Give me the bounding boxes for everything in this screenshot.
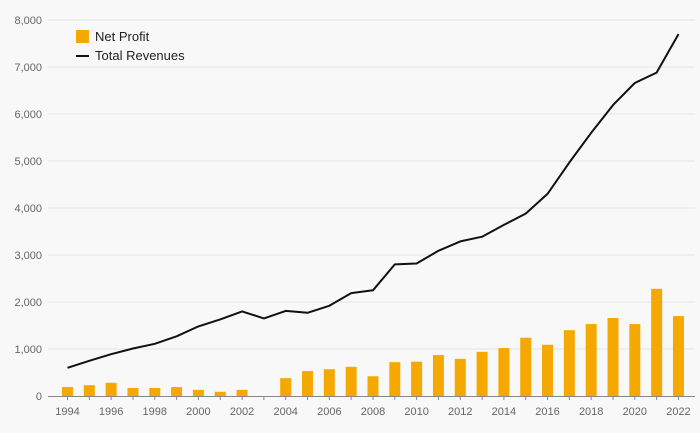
net-profit-bars bbox=[62, 288, 684, 396]
net-profit-bar-2001 bbox=[214, 391, 226, 396]
total-revenues-line bbox=[67, 33, 680, 369]
net-profit-bar-2011 bbox=[432, 355, 444, 396]
x-tick-label: 1994 bbox=[55, 406, 79, 418]
net-profit-bar-2013 bbox=[476, 351, 488, 396]
net-profit-bar-2007 bbox=[345, 366, 357, 396]
x-tick-label: 2000 bbox=[186, 406, 210, 418]
net-profit-bar-2005 bbox=[302, 371, 314, 396]
net-profit-bar-1995 bbox=[83, 385, 95, 396]
net-profit-bar-2022 bbox=[672, 316, 684, 396]
net-profit-bar-2020 bbox=[629, 324, 641, 396]
y-tick-label: 7,000 bbox=[14, 62, 42, 74]
net-profit-bar-1998 bbox=[149, 388, 161, 396]
net-profit-bar-1999 bbox=[171, 387, 183, 396]
x-tick-label: 2002 bbox=[230, 406, 254, 418]
net-profit-bar-1994 bbox=[62, 387, 73, 396]
net-profit-bar-2019 bbox=[607, 317, 619, 396]
x-tick-label: 2008 bbox=[361, 406, 385, 418]
net-profit-bar-2016 bbox=[542, 344, 554, 396]
y-tick-label: 3,000 bbox=[14, 250, 42, 262]
net-profit-bar-2021 bbox=[651, 288, 663, 396]
net-profit-bar-2006 bbox=[323, 369, 335, 396]
x-tick-label: 1996 bbox=[99, 406, 123, 418]
x-tick-label: 2014 bbox=[492, 406, 516, 418]
x-tick-label: 2010 bbox=[404, 406, 428, 418]
y-tick-label: 4,000 bbox=[14, 203, 42, 215]
x-tick-label: 2022 bbox=[666, 406, 690, 418]
x-tick-label: 2006 bbox=[317, 406, 341, 418]
y-tick-label: 8,000 bbox=[14, 15, 42, 27]
y-tick-label: 5,000 bbox=[14, 156, 42, 168]
y-tick-label: 0 bbox=[36, 391, 42, 403]
net-profit-bar-1996 bbox=[105, 382, 117, 396]
x-tick-label: 2020 bbox=[623, 406, 647, 418]
x-tick-label: 2004 bbox=[273, 406, 297, 418]
y-tick-label: 6,000 bbox=[14, 109, 42, 121]
x-tick-label: 2012 bbox=[448, 406, 472, 418]
net-profit-bar-1997 bbox=[127, 388, 139, 396]
y-tick-label: 1,000 bbox=[14, 344, 42, 356]
legend-net-profit-swatch bbox=[76, 30, 89, 43]
net-profit-bar-2014 bbox=[498, 348, 510, 396]
x-tick-label: 2018 bbox=[579, 406, 603, 418]
y-axis-ticks: 0 1,000 2,000 3,000 4,000 5,000 6,000 7,000 8,00… bbox=[14, 15, 42, 403]
net-profit-bar-2010 bbox=[411, 361, 423, 396]
net-profit-bar-2015 bbox=[520, 337, 532, 396]
x-tick-label: 2016 bbox=[535, 406, 559, 418]
legend: Net Profit Total Revenues bbox=[76, 29, 185, 63]
net-profit-bar-2012 bbox=[454, 358, 466, 396]
net-profit-bar-2009 bbox=[389, 362, 401, 396]
legend-net-profit-label: Net Profit bbox=[95, 29, 150, 44]
net-profit-bar-2000 bbox=[192, 389, 204, 396]
y-tick-label: 2,000 bbox=[14, 297, 42, 309]
net-profit-bar-2002 bbox=[236, 389, 248, 396]
gridlines bbox=[48, 19, 695, 350]
net-profit-bar-2018 bbox=[585, 324, 597, 396]
x-tick-label: 1998 bbox=[143, 406, 167, 418]
net-profit-bar-2017 bbox=[563, 330, 575, 396]
net-profit-bar-2008 bbox=[367, 376, 379, 396]
x-axis-ticks: 1994 1996 1998 2000 2002 2004 2006 2008 2010 2012… bbox=[55, 396, 691, 418]
legend-total-revenues-label: Total Revenues bbox=[95, 48, 185, 63]
net-profit-bar-2004 bbox=[280, 378, 292, 396]
